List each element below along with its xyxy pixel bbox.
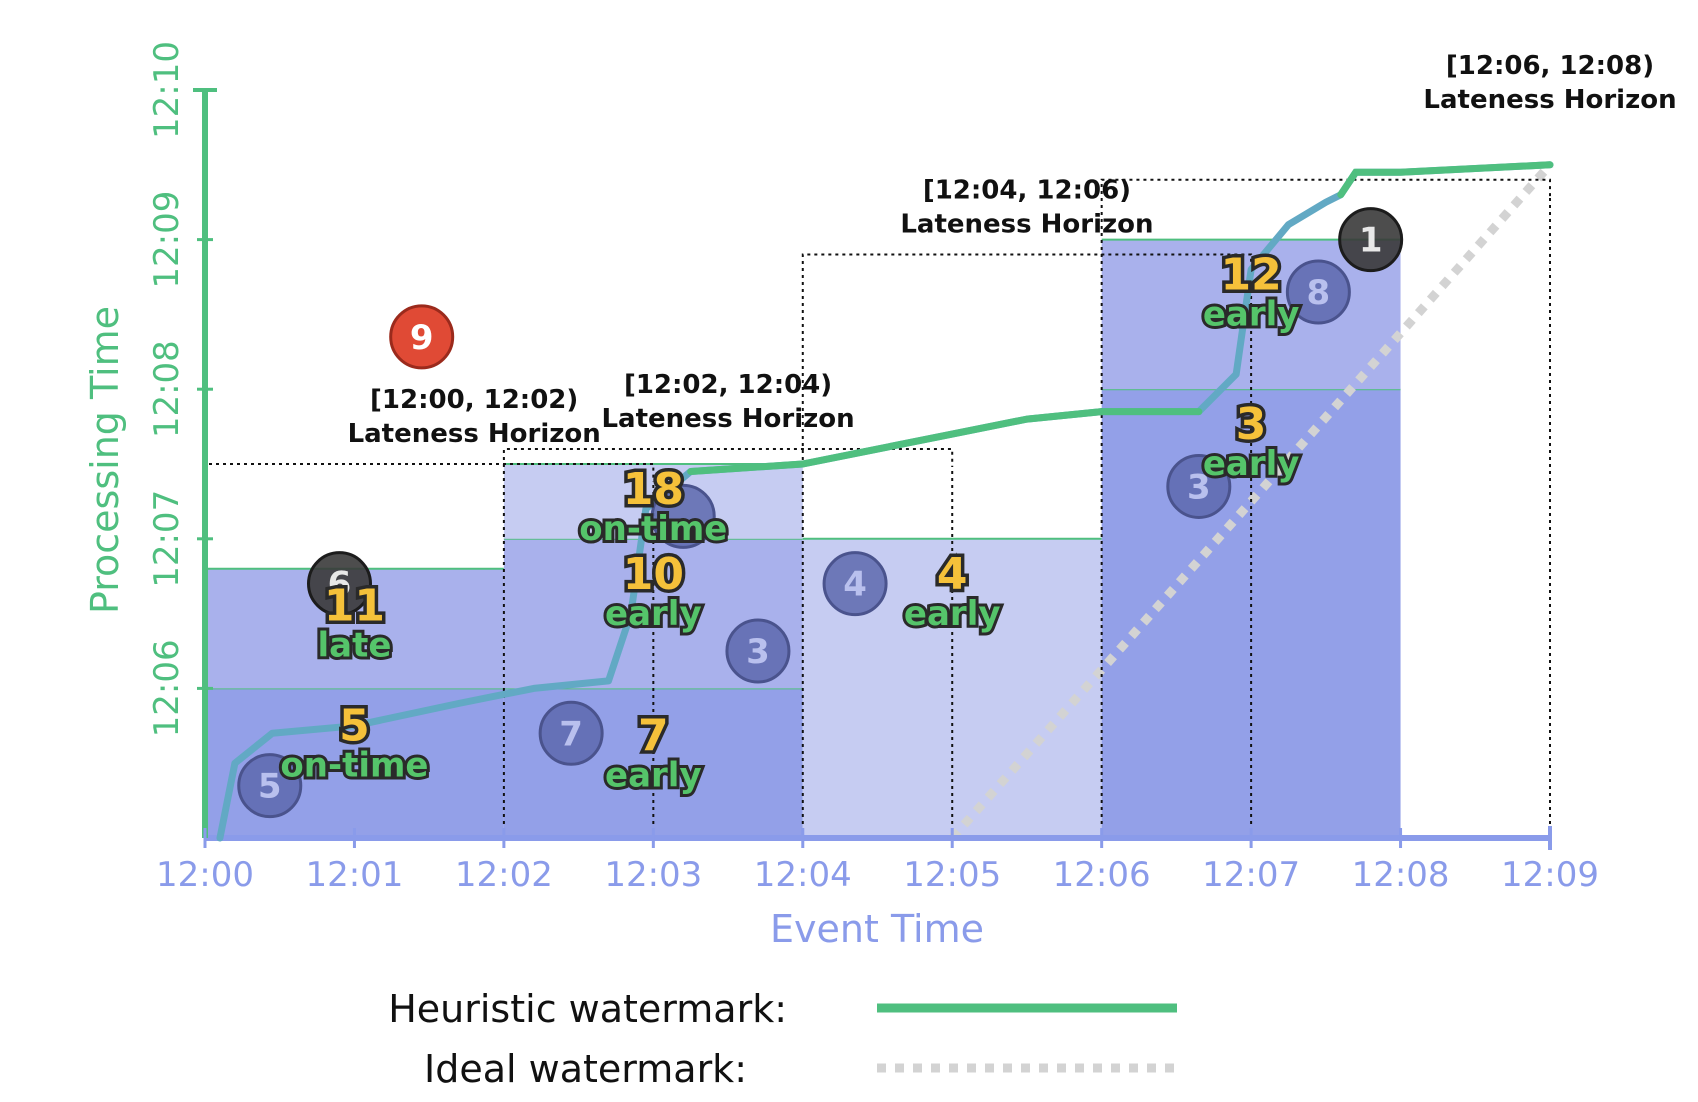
x-tick-label: 12:06 — [1053, 855, 1151, 895]
data-point-late — [1338, 207, 1404, 273]
pane-timing-label: early — [1203, 444, 1300, 484]
data-point-on-time — [822, 551, 888, 617]
pane-labels-layer: 5on-time11late7early10early18on-time4ear… — [277, 246, 1302, 798]
pane-count-label: 18 — [623, 464, 684, 515]
data-point-label: 5 — [258, 767, 282, 807]
data-point-label: 3 — [1187, 467, 1211, 507]
data-points-layer: 5 6 9 7 3 4 3 81 — [237, 207, 1404, 819]
data-point-dropped — [389, 304, 455, 370]
lateness-horizon-title: Lateness Horizon — [1423, 85, 1676, 115]
lateness-horizon-box — [1100, 178, 1551, 838]
x-tick-label: 12:08 — [1352, 855, 1450, 895]
data-point-label: 8 — [1307, 273, 1331, 313]
data-point-on-time — [538, 700, 604, 766]
x-tick-label: 12:04 — [754, 855, 852, 895]
legend-heuristic-label: Heuristic watermark: — [388, 987, 787, 1031]
heuristic-watermark-tail — [1337, 161, 1554, 199]
lateness-horizon-range: [12:04, 12:06) — [923, 176, 1131, 206]
pane-count-label: 5 — [339, 700, 370, 751]
pane-timing-label: early — [904, 594, 1001, 634]
x-axis-title: Event Time — [770, 907, 984, 951]
pane-count-label: 11 — [324, 581, 385, 632]
heuristic-watermark-layer — [216, 161, 1554, 842]
heuristic-watermark-visible-segment — [687, 408, 1203, 475]
data-point-late — [307, 551, 372, 617]
data-point-label: 4 — [843, 565, 867, 605]
x-tick-label: 12:00 — [156, 855, 254, 895]
x-tick-label: 12:05 — [903, 855, 1001, 895]
lateness-horizon-title: Lateness Horizon — [900, 210, 1153, 240]
axes-layer: 12:00 12:01 12:02 12:03 12:04 12:05 12:06 12:07… — [147, 41, 1599, 895]
y-tick-label: 12:07 — [147, 490, 187, 588]
data-point-on-time — [237, 753, 303, 819]
data-point-label: 7 — [559, 714, 583, 754]
y-tick-label: 12:09 — [147, 191, 187, 289]
pane-timing-label: early — [605, 594, 702, 634]
lateness-horizon-range: [12:00, 12:02) — [370, 385, 578, 415]
x-tick-label: 12:03 — [604, 855, 702, 895]
lateness-horizon-range: [12:02, 12:04) — [624, 370, 832, 400]
data-point-on-time — [1166, 453, 1232, 519]
pane-count-label: 7 — [638, 710, 669, 761]
pane-count-label: 12 — [1220, 250, 1281, 301]
pane-timing-label: on-time — [579, 509, 727, 549]
lateness-horizons-layer: [12:00, 12:02) Lateness Horizon [12:02, 12… — [204, 51, 1677, 838]
x-tick-label: 12:07 — [1202, 855, 1300, 895]
lateness-horizon-title: Lateness Horizon — [348, 419, 601, 449]
x-tick-label: 12:01 — [305, 855, 403, 895]
data-point-on-time — [650, 483, 716, 549]
pane-timing-label: early — [1203, 295, 1300, 335]
lateness-horizon-box — [801, 253, 1253, 838]
data-point-label: 6 — [328, 565, 352, 605]
x-tick-label: 12:09 — [1501, 855, 1599, 895]
pane-timing-label: late — [317, 626, 391, 666]
data-point-label: 3 — [746, 632, 770, 672]
pane-count-label: 4 — [937, 549, 968, 600]
lateness-horizon-range: [12:06, 12:08) — [1446, 51, 1654, 81]
y-tick-label: 12:10 — [147, 41, 187, 139]
x-tick-label: 12:02 — [455, 855, 553, 895]
pane-count-label: 3 — [1236, 399, 1267, 450]
data-point-label: 9 — [410, 318, 434, 358]
lateness-horizon-title: Lateness Horizon — [601, 404, 854, 434]
y-tick-label: 12:08 — [147, 340, 187, 438]
y-tick-label: 12:06 — [147, 639, 187, 737]
y-axis-title: Processing Time — [83, 306, 127, 614]
pane-count-label: 10 — [623, 549, 684, 600]
pane-timing-label: early — [605, 755, 702, 795]
data-point-on-time — [725, 618, 791, 684]
data-point-on-time — [1285, 259, 1351, 325]
data-point-label: 1 — [1359, 221, 1383, 261]
pane-timing-label: on-time — [280, 745, 428, 785]
legend: Heuristic watermark: Ideal watermark: — [388, 987, 1177, 1091]
legend-ideal-label: Ideal watermark: — [424, 1047, 747, 1091]
